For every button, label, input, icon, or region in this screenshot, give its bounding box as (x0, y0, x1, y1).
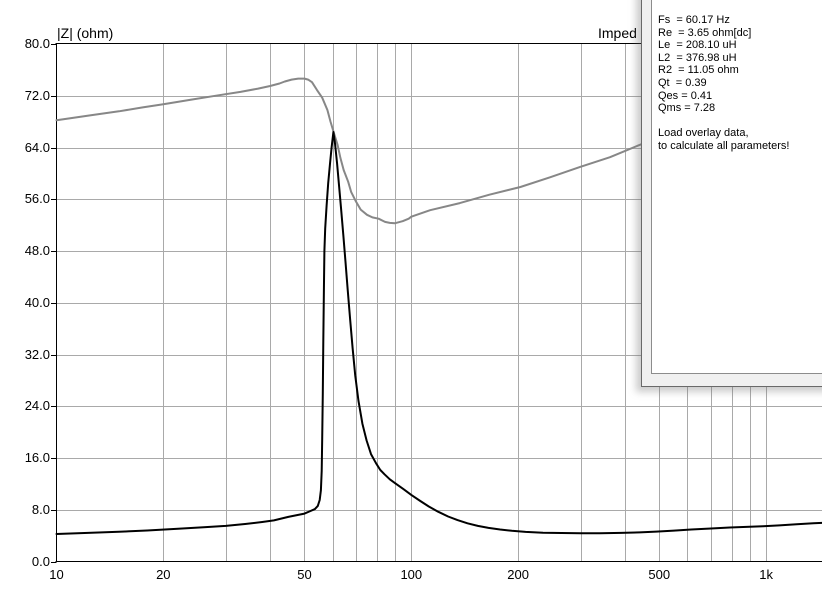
y-tick-label: 56.0 (24, 191, 50, 207)
parameter-line: Le = 208.10 uH (658, 39, 737, 52)
y-tick-label: 24.0 (24, 398, 50, 414)
parameter-line: Qes = 0.41 (658, 89, 713, 102)
parameters-panel: Fs = 60.17 Hz Re = 3.65 ohm[dc] Le = 208.1… (651, 0, 822, 374)
parameter-line: Fs = 60.17 Hz (658, 14, 730, 26)
thiele-small-parameters: Fs = 60.17 Hz Re = 3.65 ohm[dc] Le = 208.1… (652, 0, 822, 115)
y-tick-label: 72.0 (24, 87, 50, 103)
chart-title: Imped (598, 25, 637, 41)
x-tick-label: 200 (507, 567, 529, 582)
x-tick-label: 20 (156, 567, 171, 582)
x-tick-label: 100 (400, 567, 423, 582)
y-tick-label: 64.0 (24, 139, 50, 155)
x-tick-label: 500 (648, 567, 671, 582)
parameter-line: Qt = 0.39 (658, 76, 707, 89)
y-tick-label: 40.0 (24, 294, 50, 310)
parameter-line: R2 = 11.05 ohm (658, 64, 739, 77)
x-tick-label: 10 (49, 567, 64, 582)
y-tick-label: 48.0 (24, 243, 50, 258)
parameter-line: Qms = 7.28 (658, 102, 716, 115)
y-axis-title: |Z| (ohm) (57, 25, 114, 41)
y-tick-label: 8.0 (31, 501, 50, 517)
y-tick-label: 16.0 (24, 450, 50, 465)
parameter-line: L2 = 376.98 uH (658, 51, 737, 64)
y-tick-label: 32.0 (24, 346, 50, 362)
overlay-note: Load overlay data, to calculate all param… (652, 127, 822, 152)
loudspeaker-parameters-dialog: Fs = 60.17 Hz Re = 3.65 ohm[dc] Le = 208.1… (641, 0, 822, 387)
y-tick-label: 80.0 (24, 36, 50, 51)
note-line: Load overlay data, (658, 127, 749, 140)
x-tick-label: 1k (759, 567, 773, 582)
overlay-impedance-curve (55, 77, 651, 225)
y-tick-label: 0.0 (31, 553, 50, 569)
measured-impedance-curve (55, 131, 822, 535)
note-line: to calculate all parameters! (658, 139, 790, 152)
parameter-line: Re = 3.65 ohm[dc] (658, 26, 752, 39)
x-tick-label: 50 (297, 567, 312, 582)
